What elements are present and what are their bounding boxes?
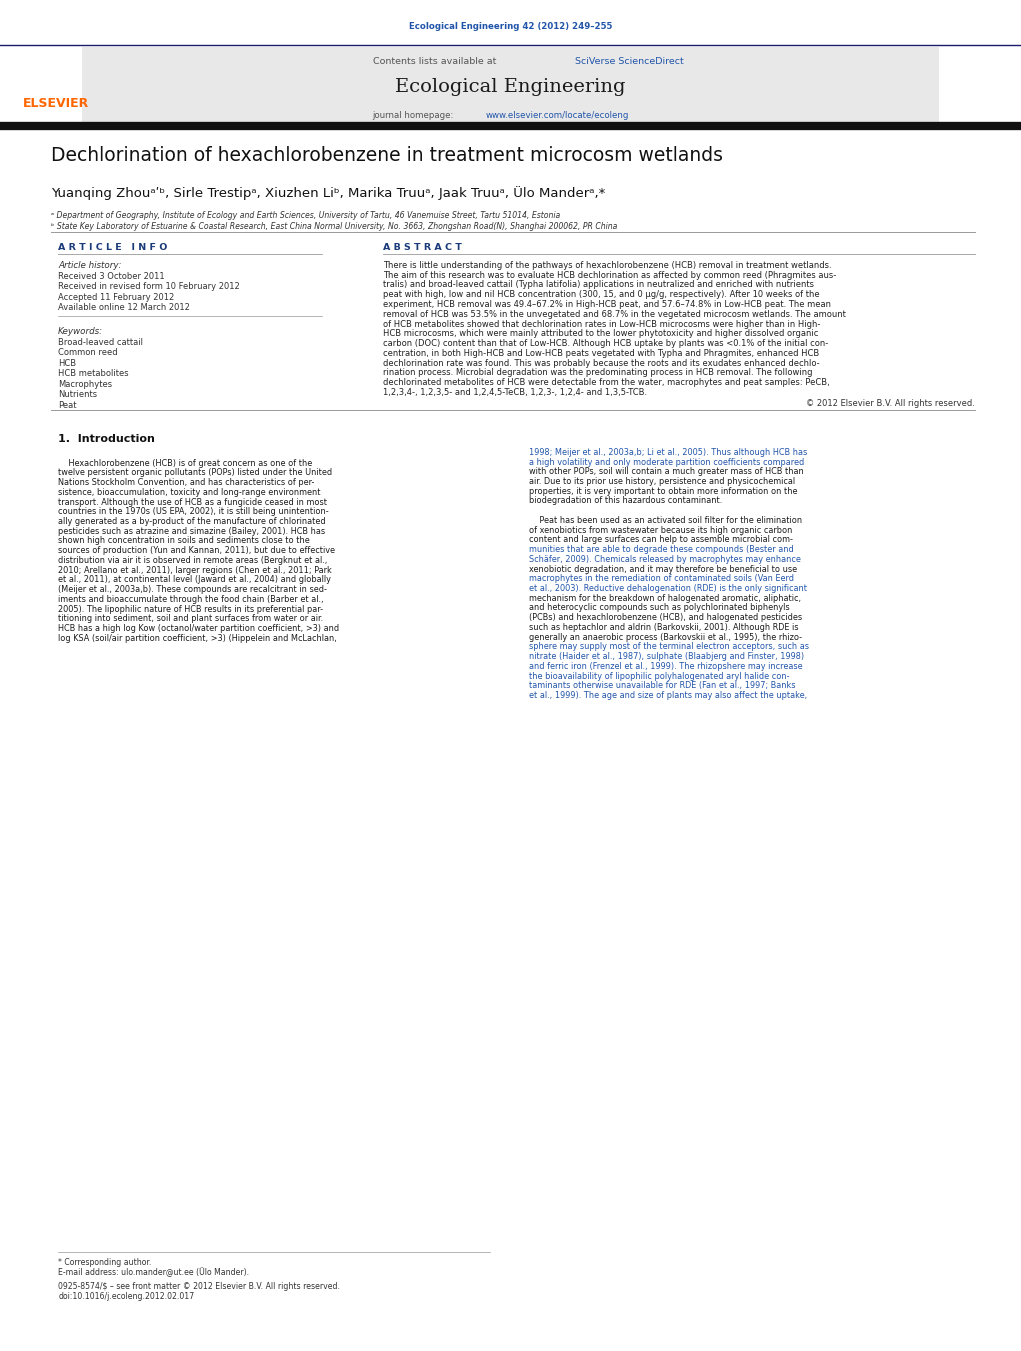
Text: journal homepage:: journal homepage: xyxy=(373,111,456,120)
Text: 1.  Introduction: 1. Introduction xyxy=(58,434,155,444)
Text: 0925-8574/$ – see front matter © 2012 Elsevier B.V. All rights reserved.: 0925-8574/$ – see front matter © 2012 El… xyxy=(58,1282,340,1292)
Text: Contents lists available at: Contents lists available at xyxy=(373,57,499,66)
Text: 1998; Meijer et al., 2003a,b; Li et al., 2005). Thus although HCB has: 1998; Meijer et al., 2003a,b; Li et al.,… xyxy=(529,447,808,457)
Text: Yuanqing Zhouᵃʹᵇ, Sirle Trestipᵃ, Xiuzhen Liᵇ, Marika Truuᵃ, Jaak Truuᵃ, Ülo Man: Yuanqing Zhouᵃʹᵇ, Sirle Trestipᵃ, Xiuzhe… xyxy=(51,186,605,200)
Text: A B S T R A C T: A B S T R A C T xyxy=(383,243,461,253)
Text: tralis) and broad-leaved cattail (Typha latifolia) applications in neutralized a: tralis) and broad-leaved cattail (Typha … xyxy=(383,281,814,289)
Text: © 2012 Elsevier B.V. All rights reserved.: © 2012 Elsevier B.V. All rights reserved… xyxy=(807,399,975,408)
Text: experiment, HCB removal was 49.4–67.2% in High-HCB peat, and 57.6–74.8% in Low-H: experiment, HCB removal was 49.4–67.2% i… xyxy=(383,300,831,309)
Text: ᵃ Department of Geography, Institute of Ecology and Earth Sciences, University o: ᵃ Department of Geography, Institute of … xyxy=(51,211,561,220)
Text: mechanism for the breakdown of halogenated aromatic, aliphatic,: mechanism for the breakdown of halogenat… xyxy=(529,593,801,603)
Text: 2005). The lipophilic nature of HCB results in its preferential par-: 2005). The lipophilic nature of HCB resu… xyxy=(58,604,324,613)
Text: twelve persistent organic pollutants (POPs) listed under the United: twelve persistent organic pollutants (PO… xyxy=(58,469,332,477)
Text: Ecological Engineering 42 (2012) 249–255: Ecological Engineering 42 (2012) 249–255 xyxy=(408,22,613,31)
Text: ally generated as a by-product of the manufacture of chlorinated: ally generated as a by-product of the ma… xyxy=(58,517,326,526)
Text: shown high concentration in soils and sediments close to the: shown high concentration in soils and se… xyxy=(58,536,310,546)
Text: Peat: Peat xyxy=(58,401,77,409)
Text: HCB metabolites: HCB metabolites xyxy=(58,369,129,378)
Text: taminants otherwise unavailable for RDE (Fan et al., 1997; Banks: taminants otherwise unavailable for RDE … xyxy=(529,681,795,690)
Text: Dechlorination of hexachlorobenzene in treatment microcosm wetlands: Dechlorination of hexachlorobenzene in t… xyxy=(51,146,723,165)
Text: and ferric iron (Frenzel et al., 1999). The rhizopshere may increase: and ferric iron (Frenzel et al., 1999). … xyxy=(529,662,803,671)
Text: sistence, bioaccumulation, toxicity and long-range environment: sistence, bioaccumulation, toxicity and … xyxy=(58,488,321,497)
Text: dechlorination rate was found. This was probably because the roots and its exuda: dechlorination rate was found. This was … xyxy=(383,358,820,367)
Text: et al., 2011), at continental level (Jaward et al., 2004) and globally: et al., 2011), at continental level (Jaw… xyxy=(58,576,331,585)
Text: pesticides such as atrazine and simazine (Bailey, 2001). HCB has: pesticides such as atrazine and simazine… xyxy=(58,527,326,536)
Text: transport. Although the use of HCB as a fungicide ceased in most: transport. Although the use of HCB as a … xyxy=(58,497,327,507)
Text: The aim of this research was to evaluate HCB dechlorination as affected by commo: The aim of this research was to evaluate… xyxy=(383,270,836,280)
Text: Macrophytes: Macrophytes xyxy=(58,380,112,389)
Text: countries in the 1970s (US EPA, 2002), it is still being unintention-: countries in the 1970s (US EPA, 2002), i… xyxy=(58,507,329,516)
Text: with other POPs, soil will contain a much greater mass of HCB than: with other POPs, soil will contain a muc… xyxy=(529,467,804,477)
Text: centration, in both High-HCB and Low-HCB peats vegetated with Typha and Phragmit: centration, in both High-HCB and Low-HCB… xyxy=(383,349,819,358)
Text: rination process. Microbial degradation was the predominating process in HCB rem: rination process. Microbial degradation … xyxy=(383,369,813,377)
Text: log KSA (soil/air partition coefficient, >3) (Hippelein and McLachlan,: log KSA (soil/air partition coefficient,… xyxy=(58,634,337,643)
Text: 2010; Arellano et al., 2011), larger regions (Chen et al., 2011; Park: 2010; Arellano et al., 2011), larger reg… xyxy=(58,566,332,574)
Bar xyxy=(82,47,939,124)
Text: titioning into sediment, soil and plant surfaces from water or air.: titioning into sediment, soil and plant … xyxy=(58,615,324,623)
Text: sources of production (Yun and Kannan, 2011), but due to effective: sources of production (Yun and Kannan, 2… xyxy=(58,546,335,555)
Text: HCB microcosms, which were mainly attributed to the lower phytotoxicity and high: HCB microcosms, which were mainly attrib… xyxy=(383,330,818,338)
Text: Accepted 11 February 2012: Accepted 11 February 2012 xyxy=(58,293,175,301)
Text: Broad-leaved cattail: Broad-leaved cattail xyxy=(58,338,143,347)
Text: E-mail address: ulo.mander@ut.ee (Ülo Mander).: E-mail address: ulo.mander@ut.ee (Ülo Ma… xyxy=(58,1267,249,1277)
Text: There is little understanding of the pathways of hexachlorobenzene (HCB) removal: There is little understanding of the pat… xyxy=(383,261,831,270)
Text: Keywords:: Keywords: xyxy=(58,327,103,336)
Text: and heterocyclic compounds such as polychlorinated biphenyls: and heterocyclic compounds such as polyc… xyxy=(529,604,789,612)
Text: removal of HCB was 53.5% in the unvegetated and 68.7% in the vegetated microcosm: removal of HCB was 53.5% in the unvegeta… xyxy=(383,309,845,319)
Text: dechlorinated metabolites of HCB were detectable from the water, macrophytes and: dechlorinated metabolites of HCB were de… xyxy=(383,378,830,388)
Text: Hexachlorobenzene (HCB) is of great concern as one of the: Hexachlorobenzene (HCB) is of great conc… xyxy=(58,458,312,467)
Text: biodegradation of this hazardous contaminant.: biodegradation of this hazardous contami… xyxy=(529,496,722,505)
Text: SciVerse ScienceDirect: SciVerse ScienceDirect xyxy=(575,57,684,66)
Text: Peat has been used as an activated soil filter for the elimination: Peat has been used as an activated soil … xyxy=(529,516,803,526)
Text: et al., 1999). The age and size of plants may also affect the uptake,: et al., 1999). The age and size of plant… xyxy=(529,690,808,700)
Text: Available online 12 March 2012: Available online 12 March 2012 xyxy=(58,303,190,312)
Text: Nutrients: Nutrients xyxy=(58,390,97,400)
Text: of xenobiotics from wastewater because its high organic carbon: of xenobiotics from wastewater because i… xyxy=(529,526,792,535)
Text: Received in revised form 10 February 2012: Received in revised form 10 February 201… xyxy=(58,282,240,290)
Text: Schäfer, 2009). Chemicals released by macrophytes may enhance: Schäfer, 2009). Chemicals released by ma… xyxy=(529,555,800,563)
Text: macrophytes in the remediation of contaminated soils (Van Eerd: macrophytes in the remediation of contam… xyxy=(529,574,794,584)
Text: ᵇ State Key Laboratory of Estuarine & Coastal Research, East China Normal Univer: ᵇ State Key Laboratory of Estuarine & Co… xyxy=(51,222,618,231)
Text: generally an anaerobic process (Barkovskii et al., 1995), the rhizo-: generally an anaerobic process (Barkovsk… xyxy=(529,632,801,642)
Text: iments and bioaccumulate through the food chain (Barber et al.,: iments and bioaccumulate through the foo… xyxy=(58,594,324,604)
Text: Article history:: Article history: xyxy=(58,261,121,270)
Text: A R T I C L E   I N F O: A R T I C L E I N F O xyxy=(58,243,167,253)
Text: 1,2,3,4-, 1,2,3,5- and 1,2,4,5-TeCB, 1,2,3-, 1,2,4- and 1,3,5-TCB.: 1,2,3,4-, 1,2,3,5- and 1,2,4,5-TeCB, 1,2… xyxy=(383,388,647,397)
Text: nitrate (Haider et al., 1987), sulphate (Blaabjerg and Finster, 1998): nitrate (Haider et al., 1987), sulphate … xyxy=(529,653,804,661)
Text: * Corresponding author.: * Corresponding author. xyxy=(58,1258,151,1267)
Text: of HCB metabolites showed that dechlorination rates in Low-HCB microcosms were h: of HCB metabolites showed that dechlorin… xyxy=(383,319,820,328)
Text: Ecological Engineering: Ecological Engineering xyxy=(395,78,626,96)
Text: ELSEVIER: ELSEVIER xyxy=(22,97,89,111)
Text: properties, it is very important to obtain more information on the: properties, it is very important to obta… xyxy=(529,486,797,496)
Text: Common reed: Common reed xyxy=(58,349,117,357)
Text: HCB: HCB xyxy=(58,359,77,367)
Text: doi:10.1016/j.ecoleng.2012.02.017: doi:10.1016/j.ecoleng.2012.02.017 xyxy=(58,1292,194,1301)
Text: peat with high, low and nil HCB concentration (300, 15, and 0 μg/g, respectively: peat with high, low and nil HCB concentr… xyxy=(383,290,820,299)
Text: munities that are able to degrade these compounds (Bester and: munities that are able to degrade these … xyxy=(529,544,793,554)
Text: the bioavailability of lipophilic polyhalogenated aryl halide con-: the bioavailability of lipophilic polyha… xyxy=(529,671,789,681)
Text: (PCBs) and hexachlorobenzene (HCB), and halogenated pesticides: (PCBs) and hexachlorobenzene (HCB), and … xyxy=(529,613,803,623)
Text: xenobiotic degradation, and it may therefore be beneficial to use: xenobiotic degradation, and it may there… xyxy=(529,565,797,574)
Text: Received 3 October 2011: Received 3 October 2011 xyxy=(58,272,164,281)
Text: HCB has a high log Kow (octanol/water partition coefficient, >3) and: HCB has a high log Kow (octanol/water pa… xyxy=(58,624,339,634)
Text: www.elsevier.com/locate/ecoleng: www.elsevier.com/locate/ecoleng xyxy=(486,111,629,120)
Text: Nations Stockholm Convention, and has characteristics of per-: Nations Stockholm Convention, and has ch… xyxy=(58,478,314,488)
Text: (Meijer et al., 2003a,b). These compounds are recalcitrant in sed-: (Meijer et al., 2003a,b). These compound… xyxy=(58,585,327,594)
Text: sphere may supply most of the terminal electron acceptors, such as: sphere may supply most of the terminal e… xyxy=(529,642,809,651)
Text: such as heptachlor and aldrin (Barkovskii, 2001). Although RDE is: such as heptachlor and aldrin (Barkovski… xyxy=(529,623,798,632)
Text: distribution via air it is observed in remote areas (Bergknut et al.,: distribution via air it is observed in r… xyxy=(58,555,328,565)
Text: air. Due to its prior use history, persistence and physicochemical: air. Due to its prior use history, persi… xyxy=(529,477,795,486)
Text: a high volatility and only moderate partition coefficients compared: a high volatility and only moderate part… xyxy=(529,458,805,466)
Text: carbon (DOC) content than that of Low-HCB. Although HCB uptake by plants was <0.: carbon (DOC) content than that of Low-HC… xyxy=(383,339,828,349)
Text: content and large surfaces can help to assemble microbial com-: content and large surfaces can help to a… xyxy=(529,535,792,544)
Text: et al., 2003). Reductive dehalogenation (RDE) is the only significant: et al., 2003). Reductive dehalogenation … xyxy=(529,584,807,593)
